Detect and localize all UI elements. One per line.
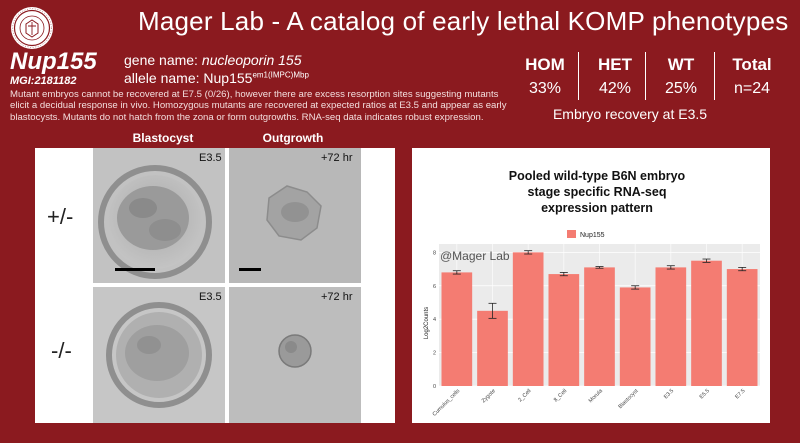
stat-header-hom: HOM xyxy=(525,55,565,74)
x-tick-label: E3.5 xyxy=(663,388,675,400)
stat-divider xyxy=(714,52,715,100)
page-title: Mager Lab - A catalog of early lethal KO… xyxy=(138,6,789,36)
chart-title-line: expression pattern xyxy=(541,201,653,215)
micrograph-het-outgrowth: +72 hr xyxy=(229,148,361,283)
gene-name-line: gene name: nucleoporin 155 xyxy=(124,52,301,68)
bar xyxy=(441,272,473,386)
bar xyxy=(619,287,651,386)
gene-name-label: gene name: xyxy=(124,52,198,68)
legend-swatch xyxy=(567,230,576,238)
stat-header-total: Total xyxy=(732,55,772,74)
allele-base: Nup155 xyxy=(203,70,253,86)
phenotype-description: Mutant embryos cannot be recovered at E7… xyxy=(10,89,507,123)
allele-value: Nup155em1(IMPC)Mbp xyxy=(203,70,309,86)
x-tick-label: 8_Cell xyxy=(553,388,568,403)
y-tick-label: 8 xyxy=(433,250,436,256)
x-tick-label: 2_Cell xyxy=(517,388,532,403)
expression-chart-panel: Pooled wild-type B6N embryo stage specif… xyxy=(412,148,770,423)
chart-watermark: @Mager Lab xyxy=(440,249,510,263)
x-tick-label: E5.5 xyxy=(699,388,711,400)
x-tick-label: Zygote xyxy=(481,388,497,404)
allele-line: allele name: Nup155em1(IMPC)Mbp xyxy=(124,70,309,86)
y-axis-label: Log2Counts xyxy=(424,307,430,339)
y-tick-label: 2 xyxy=(433,351,436,357)
micrograph-het-blastocyst: E3.5 xyxy=(93,148,225,283)
gene-name-value: nucleoporin 155 xyxy=(201,52,302,68)
recovery-caption: Embryo recovery at E3.5 xyxy=(552,106,708,122)
x-tick-label: E7.5 xyxy=(734,388,746,400)
mgi-id: MGI:2181182 xyxy=(10,75,77,87)
bar xyxy=(726,269,758,386)
stat-value-total: n=24 xyxy=(733,80,771,97)
stat-header-het: HET xyxy=(598,55,632,74)
chart-title-line: stage specific RNA-seq xyxy=(528,185,667,199)
stage-label: E3.5 xyxy=(199,152,222,164)
allele-superscript: em1(IMPC)Mbp xyxy=(252,70,309,80)
stat-divider xyxy=(645,52,646,100)
x-tick-label: Morula xyxy=(588,388,605,405)
y-tick-label: 6 xyxy=(433,284,436,290)
genotype-label-het: +/- xyxy=(47,204,74,229)
stage-label: +72 hr xyxy=(321,152,353,164)
x-tick-label: Cumulus_cells xyxy=(432,388,462,418)
expression-bar-chart: Pooled wild-type B6N embryo stage specif… xyxy=(424,169,760,418)
bar xyxy=(655,267,687,386)
stage-label: +72 hr xyxy=(321,291,353,303)
embryo-image-panel: +/- -/- E3.5 +72 hr xyxy=(35,148,395,423)
bar xyxy=(512,252,544,386)
stat-value-wt: 25% xyxy=(664,80,698,97)
stat-header-wt: WT xyxy=(667,55,695,74)
micrograph-hom-outgrowth: +72 hr xyxy=(229,287,361,423)
x-tick-label: Blastocyst xyxy=(618,388,640,410)
bar xyxy=(691,260,722,386)
chart-title-line: Pooled wild-type B6N embryo xyxy=(509,169,686,183)
column-header-outgrowth: Outgrowth xyxy=(262,131,324,145)
bar xyxy=(548,274,580,386)
micrograph-hom-blastocyst: E3.5 xyxy=(93,287,225,423)
y-tick-label: 0 xyxy=(433,384,436,390)
stat-value-het: 42% xyxy=(598,80,632,97)
bar xyxy=(584,267,615,386)
stat-divider xyxy=(578,52,579,100)
column-header-blastocyst: Blastocyst xyxy=(132,131,194,145)
stat-value-hom: 33% xyxy=(528,80,562,97)
allele-label: allele name: xyxy=(124,70,200,86)
bar xyxy=(477,310,508,386)
gene-symbol: Nup155 xyxy=(10,48,97,75)
university-seal-icon xyxy=(11,7,53,49)
legend-label: Nup155 xyxy=(580,232,605,239)
genotype-label-hom: -/- xyxy=(51,338,72,363)
y-tick-label: 4 xyxy=(433,317,436,323)
stage-label: E3.5 xyxy=(199,291,222,303)
